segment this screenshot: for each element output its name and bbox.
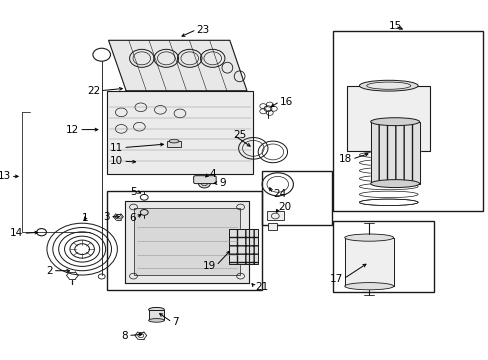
Text: 14: 14 (10, 228, 23, 238)
Text: 3: 3 (103, 212, 110, 222)
Text: 11: 11 (110, 143, 123, 153)
Bar (106, 191, 261, 290)
Bar (134, 208, 239, 275)
Text: 19: 19 (203, 261, 216, 271)
Text: 7: 7 (172, 317, 179, 327)
Text: 21: 21 (255, 282, 268, 292)
Text: 6: 6 (129, 213, 136, 223)
Text: 2: 2 (46, 266, 53, 276)
Bar (332, 31, 482, 211)
Ellipse shape (370, 180, 419, 188)
Text: 23: 23 (196, 24, 209, 35)
Text: 18: 18 (338, 154, 351, 164)
Text: 13: 13 (0, 171, 11, 181)
Text: 8: 8 (121, 330, 128, 341)
Polygon shape (344, 238, 393, 286)
Ellipse shape (344, 283, 393, 290)
Bar (148, 310, 164, 320)
Text: 16: 16 (279, 96, 292, 107)
FancyBboxPatch shape (193, 176, 216, 184)
Polygon shape (124, 201, 249, 283)
Ellipse shape (366, 82, 410, 89)
Text: 17: 17 (329, 274, 343, 284)
Text: 25: 25 (233, 130, 246, 140)
Bar (261, 171, 331, 225)
Text: 22: 22 (87, 86, 100, 96)
Bar (332, 221, 433, 292)
Bar (344, 238, 393, 286)
Ellipse shape (169, 139, 179, 143)
Text: 24: 24 (272, 189, 285, 199)
Ellipse shape (359, 80, 417, 91)
Circle shape (198, 179, 210, 188)
Text: 9: 9 (219, 178, 225, 188)
Text: 10: 10 (110, 156, 123, 166)
Polygon shape (106, 91, 253, 174)
Ellipse shape (148, 307, 164, 312)
Text: 15: 15 (387, 21, 401, 31)
Text: 1: 1 (82, 213, 89, 223)
Bar (370, 122, 419, 184)
Ellipse shape (344, 234, 393, 241)
Bar (346, 86, 429, 151)
Ellipse shape (370, 118, 419, 126)
Polygon shape (228, 229, 258, 264)
Text: 12: 12 (66, 125, 79, 135)
Text: 4: 4 (209, 168, 216, 179)
Text: 5: 5 (130, 186, 137, 197)
Bar (266, 211, 284, 220)
Polygon shape (370, 122, 419, 184)
Ellipse shape (148, 319, 164, 322)
Polygon shape (108, 40, 246, 91)
Bar (267, 223, 276, 230)
Bar (167, 141, 181, 147)
Bar (106, 91, 253, 174)
Bar (228, 229, 258, 264)
Text: 20: 20 (278, 202, 291, 212)
